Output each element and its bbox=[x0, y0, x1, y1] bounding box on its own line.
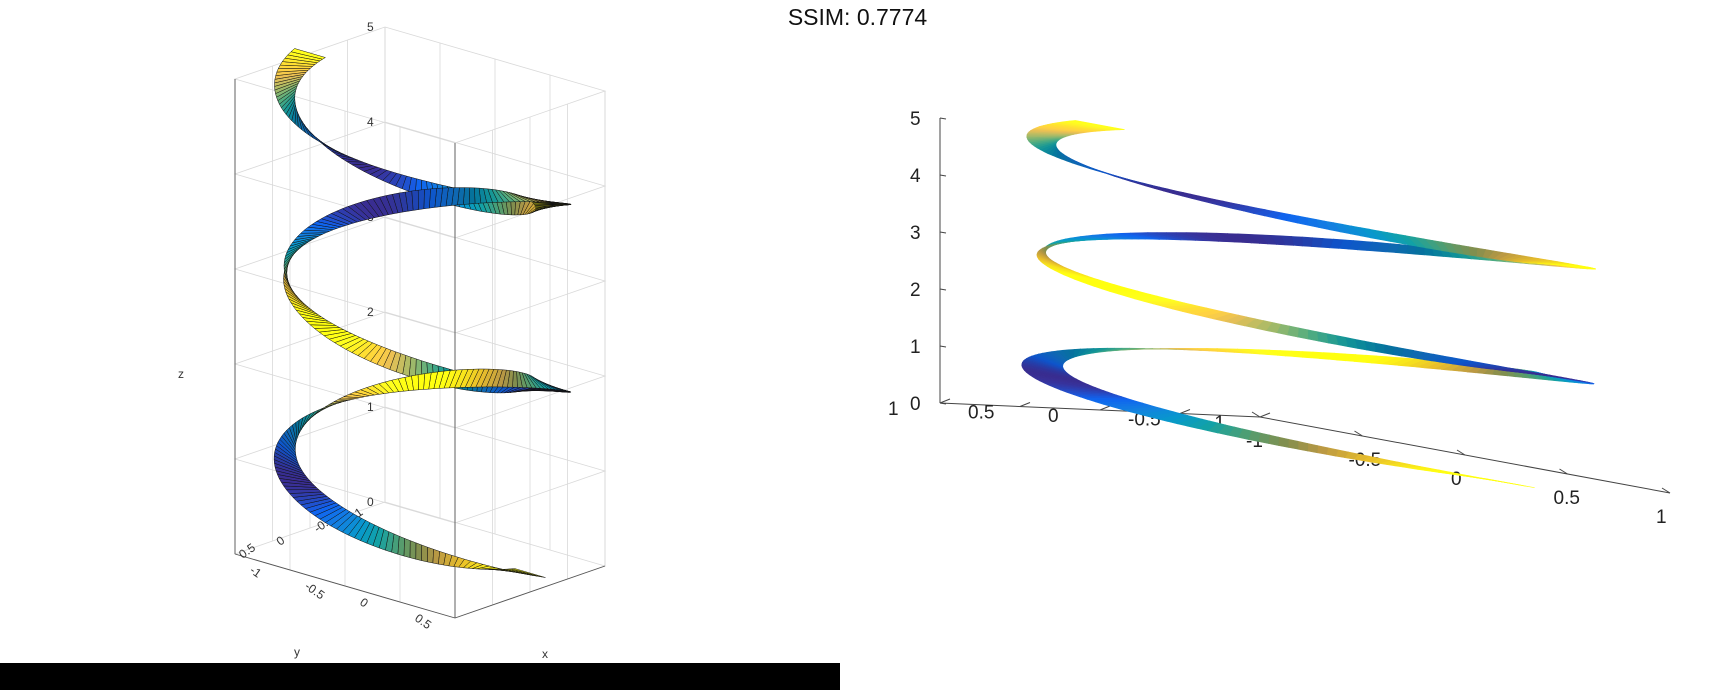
ribbon-patch bbox=[1307, 443, 1319, 454]
ribbon-patch bbox=[1044, 264, 1089, 277]
ribbon-patch bbox=[1296, 215, 1309, 226]
left-x-tick-label: -0.5 bbox=[302, 579, 327, 603]
tick bbox=[939, 117, 947, 120]
ribbon-patch bbox=[1297, 440, 1309, 452]
left-y-tick-label: 0 bbox=[274, 533, 288, 548]
ribbon-patch bbox=[415, 542, 422, 561]
ribbon-patch bbox=[403, 538, 411, 558]
right-z-tick-label: 2 bbox=[910, 280, 921, 301]
figure-title: SSIM: 0.7774 bbox=[787, 4, 928, 30]
ribbon-patch bbox=[1035, 378, 1097, 388]
tick bbox=[939, 288, 947, 291]
ribbon-patch bbox=[417, 373, 425, 391]
tick bbox=[1456, 449, 1466, 456]
tick bbox=[1559, 468, 1568, 475]
ribbon-patch bbox=[511, 568, 546, 578]
right-z-tick-label: 4 bbox=[910, 166, 921, 187]
ribbon-patch bbox=[1316, 331, 1329, 344]
axis-edge bbox=[454, 565, 606, 619]
left-x-tick-label: 0.5 bbox=[412, 611, 434, 632]
ribbon-patch bbox=[409, 540, 417, 560]
tick bbox=[939, 398, 951, 404]
ribbon-patch bbox=[468, 187, 476, 205]
right-x-tick-label: 1 bbox=[1656, 507, 1667, 528]
right-y-tick-label: 0.5 bbox=[968, 403, 994, 424]
ribbon-patch bbox=[1297, 327, 1309, 340]
left-axis-labels: z y x bbox=[178, 367, 548, 661]
tick bbox=[939, 174, 947, 177]
tick bbox=[1099, 405, 1111, 411]
ribbon-patch bbox=[1311, 237, 1324, 248]
ribbon-patch bbox=[1301, 351, 1314, 359]
left-z-tick-label: 2 bbox=[367, 305, 374, 319]
left-y-tick-label: 0.5 bbox=[236, 540, 258, 561]
ribbon-patch bbox=[1301, 236, 1313, 247]
right-z-tick-label: 1 bbox=[910, 337, 921, 358]
right-z-tick-label: 5 bbox=[910, 109, 921, 130]
right-x-tick-label: 0.5 bbox=[1554, 488, 1580, 509]
left-z-tick-label: 4 bbox=[367, 115, 374, 129]
right-y-tick-label: 1 bbox=[888, 399, 899, 420]
grid-line bbox=[233, 216, 607, 334]
left-zlabel: z bbox=[178, 367, 184, 381]
axis-edge bbox=[234, 553, 456, 619]
ribbon-patch bbox=[1060, 152, 1073, 164]
left-z-tick-label: 5 bbox=[367, 20, 374, 34]
ribbon-patch bbox=[1287, 438, 1299, 450]
ribbon-patch bbox=[417, 189, 425, 210]
left-z-tick-label: 1 bbox=[367, 400, 374, 414]
tick bbox=[1259, 412, 1271, 418]
right-z-tick-label: 0 bbox=[910, 394, 921, 415]
left-xlabel: x bbox=[542, 647, 548, 661]
left-x-tick-label: 0 bbox=[357, 595, 371, 610]
ribbon-patch bbox=[1278, 436, 1289, 448]
ribbon-patch bbox=[1307, 329, 1319, 342]
right-x-tick-label: 0 bbox=[1451, 469, 1462, 490]
ribbon-patch bbox=[1143, 300, 1186, 305]
right-ribbon-surface bbox=[1021, 120, 1597, 488]
ribbon-patch bbox=[1316, 445, 1329, 455]
tick bbox=[1019, 402, 1031, 407]
ribbon-patch bbox=[1326, 447, 1339, 457]
tick bbox=[1661, 487, 1671, 494]
right-y-tick-label: 0 bbox=[1048, 406, 1059, 427]
left-x-tick-label: -1 bbox=[247, 563, 264, 581]
left-ylabel: y bbox=[294, 645, 300, 659]
ribbon-patch bbox=[290, 48, 327, 60]
tick bbox=[1179, 409, 1191, 414]
right-z-tick-label: 3 bbox=[910, 223, 921, 244]
ribbon-patch bbox=[1383, 344, 1395, 355]
tick bbox=[939, 345, 947, 348]
left-ribbon-surface bbox=[273, 48, 572, 578]
tick bbox=[939, 231, 947, 234]
left-z-tick-label: 0 bbox=[367, 495, 374, 509]
ribbon-patch bbox=[1268, 434, 1280, 446]
ribbon-patch bbox=[421, 544, 428, 563]
black-bar bbox=[0, 663, 840, 690]
tick bbox=[1251, 411, 1261, 418]
ribbon-patch bbox=[423, 188, 431, 210]
ribbon-patch bbox=[1307, 217, 1320, 228]
tick bbox=[1354, 430, 1363, 437]
ribbon-patch bbox=[411, 189, 419, 211]
ribbon-patch bbox=[427, 546, 434, 564]
